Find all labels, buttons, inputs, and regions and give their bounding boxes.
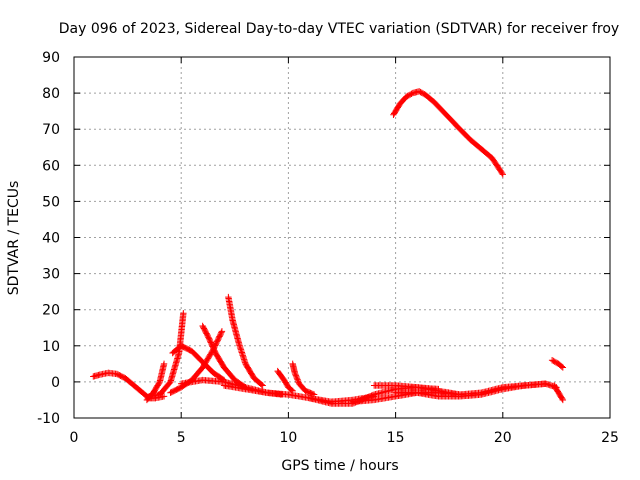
series-arc-11 bbox=[289, 360, 318, 398]
y-tick-label: -10 bbox=[37, 411, 60, 427]
x-tick-label: 25 bbox=[601, 430, 619, 446]
data-point bbox=[293, 375, 301, 382]
data-point bbox=[160, 360, 168, 368]
y-tick-label: 60 bbox=[42, 158, 60, 174]
y-axis-label: SDTVAR / TECUs bbox=[6, 181, 22, 296]
y-tick-label: 30 bbox=[42, 267, 60, 283]
series-arc-7 bbox=[225, 293, 266, 389]
data-point bbox=[292, 372, 300, 379]
data-point bbox=[259, 382, 266, 389]
x-tick-label: 0 bbox=[70, 430, 79, 446]
series-arc-15 bbox=[392, 380, 549, 400]
data-point bbox=[558, 395, 566, 402]
series-arc-10 bbox=[274, 367, 296, 395]
y-tick-label: 0 bbox=[51, 375, 60, 391]
data-point bbox=[291, 369, 299, 377]
y-tick-label: 20 bbox=[42, 303, 60, 319]
series-arc-2 bbox=[143, 360, 168, 404]
data-point bbox=[559, 396, 567, 404]
data-point bbox=[559, 364, 567, 371]
data-point bbox=[293, 373, 300, 381]
series-arc-17 bbox=[548, 357, 567, 371]
data-points bbox=[90, 88, 567, 407]
chart-title: Day 096 of 2023, Sidereal Day-to-day VTE… bbox=[59, 21, 619, 37]
x-tick-label: 10 bbox=[279, 430, 297, 446]
y-tick-label: 40 bbox=[42, 231, 60, 247]
y-tick-label: 80 bbox=[42, 86, 60, 102]
grid-lines bbox=[74, 57, 610, 418]
plot-frame bbox=[73, 56, 611, 419]
y-tick-label: 70 bbox=[42, 122, 60, 138]
x-axis-label: GPS time / hours bbox=[281, 458, 398, 474]
x-tick-label: 15 bbox=[387, 430, 405, 446]
series-arc-3 bbox=[145, 310, 187, 400]
series-arc-16 bbox=[551, 382, 567, 404]
series-arc-18 bbox=[390, 88, 506, 178]
data-point bbox=[288, 386, 295, 394]
data-point bbox=[558, 363, 565, 370]
x-tick-label: 20 bbox=[494, 430, 512, 446]
y-tick-label: 50 bbox=[42, 194, 60, 210]
data-point bbox=[258, 381, 265, 388]
data-point bbox=[294, 376, 301, 383]
y-tick-label: 10 bbox=[42, 339, 60, 355]
y-tick-label: 90 bbox=[42, 50, 60, 66]
data-point bbox=[499, 171, 506, 178]
data-point bbox=[498, 169, 506, 177]
data-point bbox=[294, 377, 302, 385]
x-tick-label: 5 bbox=[177, 430, 186, 446]
data-point bbox=[542, 380, 549, 387]
data-point bbox=[180, 310, 187, 317]
data-point bbox=[218, 328, 226, 335]
data-point bbox=[289, 387, 296, 395]
data-point bbox=[160, 393, 168, 400]
data-point bbox=[218, 329, 225, 336]
data-point bbox=[292, 371, 299, 378]
